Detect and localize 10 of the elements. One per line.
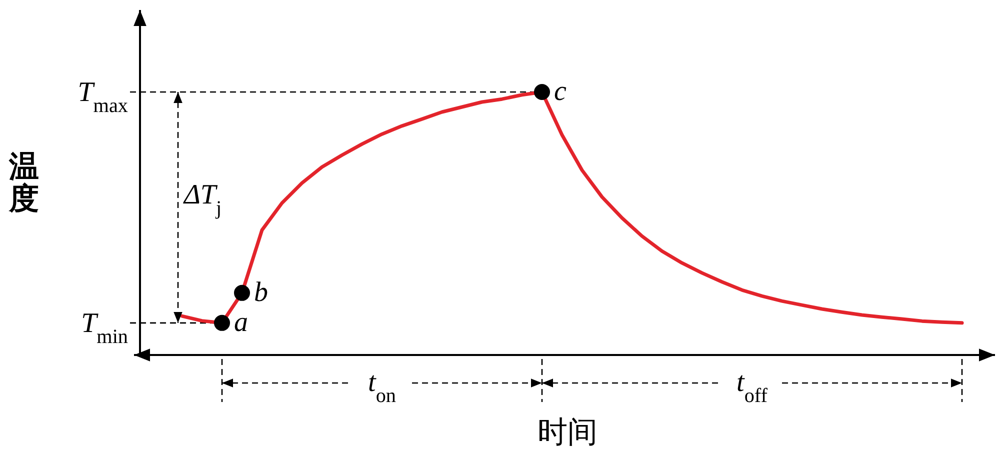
ref-line-label: T$_{max}$: [78, 77, 128, 117]
ref-line-label: T$_{min}$: [81, 308, 128, 348]
annotation: a: [234, 306, 248, 338]
annotation: c: [554, 76, 567, 107]
text: t$_{off}$: [736, 367, 768, 407]
x-axis-title: 时间: [538, 416, 598, 449]
annotation: ΔT$_{j}$: [183, 179, 222, 220]
y-axis-title: 温度: [8, 150, 39, 216]
annotation: b: [254, 276, 268, 308]
text: t$_{on}$: [368, 367, 396, 407]
